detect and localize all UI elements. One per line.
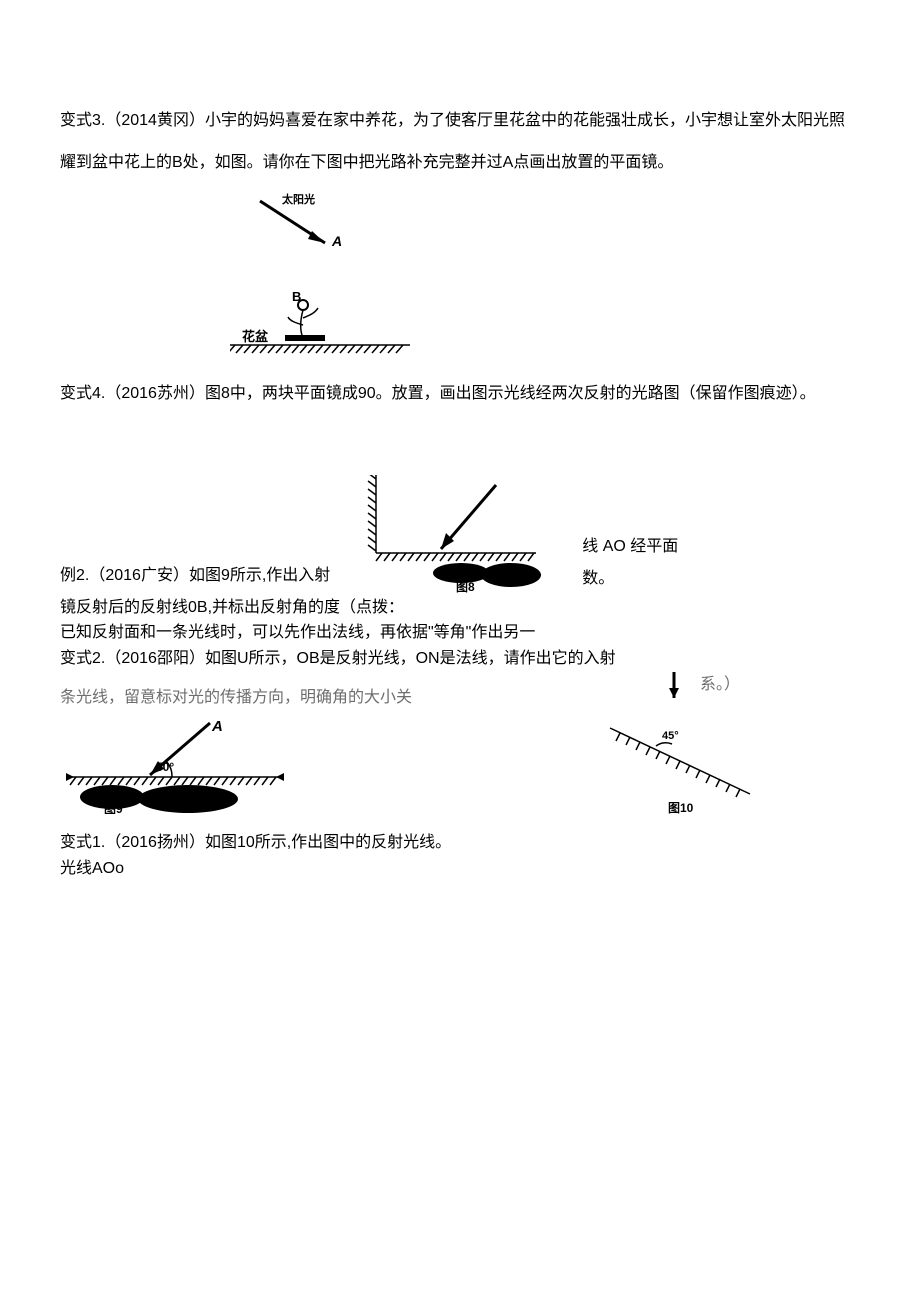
pot-label: 花盆: [242, 329, 269, 344]
fig9-angle: 50°: [156, 760, 174, 774]
example2-line3: 变式2.（2016邵阳）如图U所示，OB是反射光线，ON是法线，请作出它的入射: [60, 646, 860, 672]
fig8-label: 图8: [456, 580, 475, 594]
figure-10: 45° 图10: [600, 714, 860, 814]
gray-row: 条光线，留意标对光的传播方向，明确角的大小关 系。）: [60, 672, 860, 711]
gray-right: 系。）: [700, 672, 740, 702]
bottom-figures-row: A 50° 图9: [60, 714, 860, 814]
example2-right: 线 AO 经平面 数。: [582, 531, 678, 595]
row-example2: 例2.（2016广安）如图9所示,作出入射: [60, 475, 860, 595]
fig10-top-arrow: [654, 672, 694, 702]
example2-line1: 镜反射后的反射线0B,并标出反射角的度（点拨：: [60, 595, 860, 621]
point-a-label: A: [331, 233, 342, 249]
figure-8: 图8: [346, 475, 566, 595]
problem-2-text: 变式4.（2016苏州）图8中，两块平面镜成90。放置，画出图示光线经两次反射的…: [60, 373, 860, 415]
problem-1-text: 变式3.（2014黄冈）小宇的妈妈喜爱在家中养花，为了使客厅里花盆中的花能强壮成…: [60, 100, 860, 183]
right-line-2: 数。: [582, 563, 678, 595]
fig10-angle: 45°: [662, 730, 679, 742]
example2-lead: 例2.（2016广安）如图9所示,作出入射: [60, 563, 330, 595]
gray-left: 条光线，留意标对光的传播方向，明确角的大小关: [60, 685, 412, 711]
fig9-label: 图9: [104, 802, 123, 814]
example2-line2: 已知反射面和一条光线时，可以先作出法线，再依据"等角"作出另一: [60, 620, 860, 646]
fig10-label: 图10: [668, 801, 694, 814]
figure-1: 太阳光 A B 花盆: [230, 193, 410, 363]
fig9-point-a: A: [211, 719, 223, 735]
figure-9: A 50° 图9: [60, 719, 290, 814]
page: 变式3.（2014黄冈）小宇的妈妈喜爱在家中养花，为了使客厅里花盆中的花能强壮成…: [0, 0, 920, 941]
problem-4-line2: 光线AOo: [60, 856, 860, 882]
problem-4-line1: 变式1.（2016扬州）如图10所示,作出图中的反射光线。: [60, 830, 860, 856]
right-line-1: 线 AO 经平面: [582, 531, 678, 563]
sun-label: 太阳光: [281, 193, 315, 206]
